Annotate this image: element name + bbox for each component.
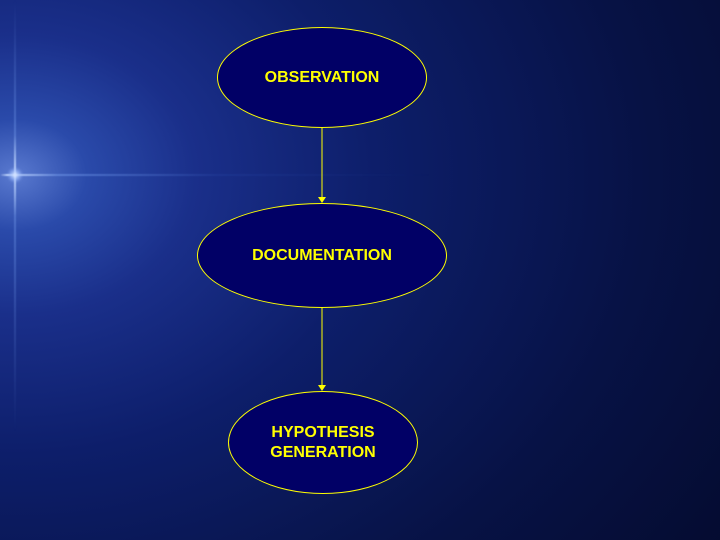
node-hypothesis-label: HYPOTHESIS GENERATION xyxy=(270,423,375,461)
arrow-observation-to-documentation xyxy=(316,128,328,203)
lens-flare-horizontal xyxy=(0,174,720,176)
slide-canvas: OBSERVATION DOCUMENTATION HYPOTHESIS GENER… xyxy=(0,0,720,540)
node-hypothesis: HYPOTHESIS GENERATION xyxy=(228,391,418,494)
arrow-documentation-to-hypothesis xyxy=(316,308,328,391)
node-documentation-label: DOCUMENTATION xyxy=(252,246,392,265)
lens-flare-vertical xyxy=(14,0,16,540)
node-observation-label: OBSERVATION xyxy=(265,68,380,87)
lens-flare-core xyxy=(7,167,23,183)
node-documentation: DOCUMENTATION xyxy=(197,203,447,308)
node-observation: OBSERVATION xyxy=(217,27,427,128)
